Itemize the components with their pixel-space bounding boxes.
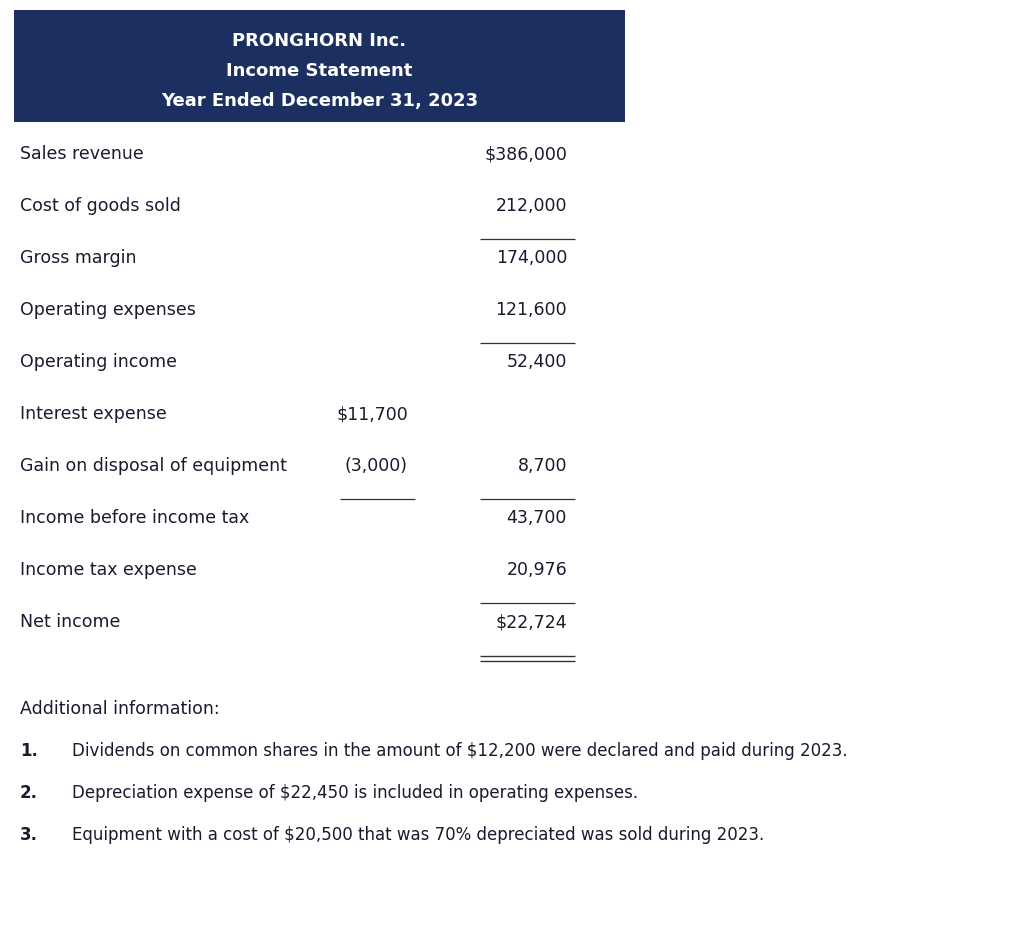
Text: (3,000): (3,000)	[345, 457, 408, 475]
Text: Operating income: Operating income	[20, 353, 177, 371]
Text: $11,700: $11,700	[336, 405, 408, 423]
Text: 1.: 1.	[20, 742, 38, 760]
Text: 52,400: 52,400	[507, 353, 567, 371]
Text: Interest expense: Interest expense	[20, 405, 167, 423]
Text: Income Statement: Income Statement	[226, 62, 413, 80]
Text: 174,000: 174,000	[496, 249, 567, 267]
Text: $386,000: $386,000	[484, 145, 567, 163]
Text: Income before income tax: Income before income tax	[20, 509, 249, 527]
Text: 2.: 2.	[20, 784, 38, 802]
Text: Depreciation expense of $22,450 is included in operating expenses.: Depreciation expense of $22,450 is inclu…	[72, 784, 638, 802]
Text: 20,976: 20,976	[506, 561, 567, 579]
Text: Cost of goods sold: Cost of goods sold	[20, 197, 181, 215]
Polygon shape	[14, 10, 625, 122]
Text: Net income: Net income	[20, 613, 121, 631]
Text: Dividends on common shares in the amount of $12,200 were declared and paid durin: Dividends on common shares in the amount…	[72, 742, 848, 760]
Text: Gross margin: Gross margin	[20, 249, 136, 267]
Text: Year Ended December 31, 2023: Year Ended December 31, 2023	[161, 92, 478, 110]
Text: Gain on disposal of equipment: Gain on disposal of equipment	[20, 457, 287, 475]
Text: Equipment with a cost of $20,500 that was 70% depreciated was sold during 2023.: Equipment with a cost of $20,500 that wa…	[72, 826, 764, 844]
Text: 3.: 3.	[20, 826, 38, 844]
Text: 43,700: 43,700	[507, 509, 567, 527]
Text: 121,600: 121,600	[496, 301, 567, 319]
Text: 8,700: 8,700	[517, 457, 567, 475]
Text: $22,724: $22,724	[496, 613, 567, 631]
Text: Income tax expense: Income tax expense	[20, 561, 197, 579]
Text: 212,000: 212,000	[496, 197, 567, 215]
Text: Additional information:: Additional information:	[20, 700, 219, 718]
Text: Sales revenue: Sales revenue	[20, 145, 143, 163]
Text: PRONGHORN Inc.: PRONGHORN Inc.	[232, 32, 407, 50]
Text: Operating expenses: Operating expenses	[20, 301, 196, 319]
